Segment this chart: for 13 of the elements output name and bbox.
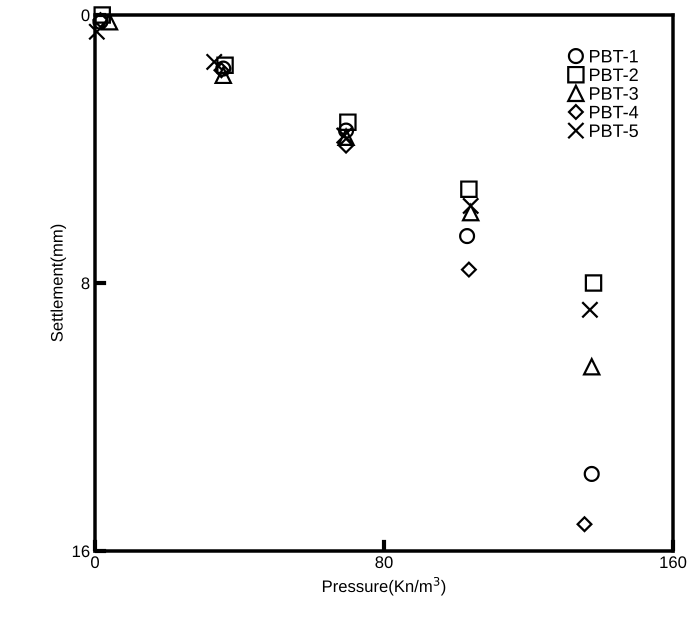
y-tick-label: 16 bbox=[72, 545, 90, 558]
x-tick-label: 0 bbox=[91, 556, 99, 568]
x-tick-label: 80 bbox=[375, 556, 393, 568]
legend-label: PBT-2 bbox=[590, 68, 638, 82]
y-axis-title: Settlement(mm) bbox=[50, 224, 66, 342]
legend-label: PBT-5 bbox=[590, 124, 638, 138]
x-axis-title: Pressure(Kn/m$^{3}$) bbox=[322, 576, 446, 596]
legend-label: PBT-4 bbox=[590, 106, 638, 118]
legend-label: PBT-3 bbox=[590, 87, 638, 100]
legend-label: PBT-1 bbox=[590, 50, 638, 62]
y-tick-label: 0 bbox=[82, 9, 90, 22]
x-tick-label: 160 bbox=[660, 556, 686, 568]
y-tick-label: 8 bbox=[82, 277, 90, 290]
